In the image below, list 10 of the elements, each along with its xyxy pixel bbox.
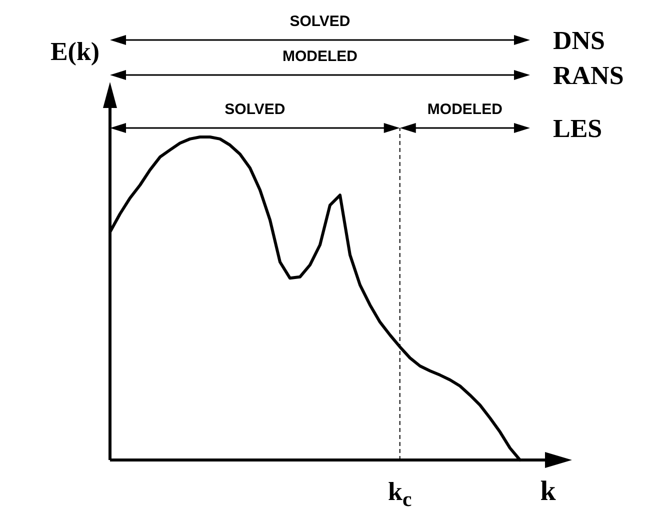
text: SOLVED	[290, 13, 350, 30]
text: k$_{c}$	[388, 477, 412, 512]
text: RANS	[553, 61, 624, 90]
text: SOLVED	[224, 101, 286, 118]
text: DNS	[553, 26, 606, 55]
y-axis-title: E(k)	[50, 37, 100, 66]
text: MODELED	[282, 48, 358, 65]
text: MODELED	[427, 101, 503, 118]
text: LES	[553, 114, 602, 143]
x-axis-title: k	[540, 476, 556, 507]
